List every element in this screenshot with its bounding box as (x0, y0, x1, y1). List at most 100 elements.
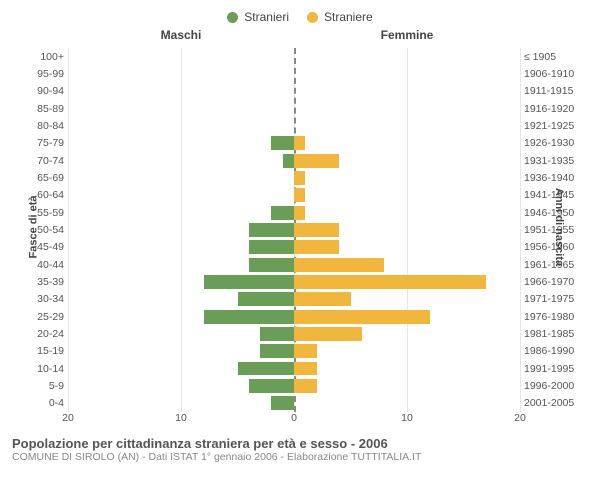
bar-row (68, 239, 520, 256)
bar-row (68, 65, 520, 82)
bar-female (294, 327, 362, 341)
y-tick-birth: 2001-2005 (524, 397, 582, 409)
x-tick: 10 (401, 412, 413, 424)
y-tick-age: 75-79 (18, 137, 64, 149)
x-tick: 20 (514, 412, 526, 424)
bar-male (249, 223, 294, 237)
bars-container (68, 48, 520, 412)
y-tick-birth: 1976-1980 (524, 311, 582, 323)
y-tick-age: 60-64 (18, 189, 64, 201)
caption-sub: COMUNE DI SIROLO (AN) - Dati ISTAT 1° ge… (12, 451, 588, 463)
y-tick-age: 25-29 (18, 311, 64, 323)
y-tick-birth: 1986-1990 (524, 345, 582, 357)
bar-male (238, 292, 295, 306)
bar-male (260, 344, 294, 358)
bar-female (294, 223, 339, 237)
bar-row (68, 273, 520, 290)
y-tick-birth: 1906-1910 (524, 68, 582, 80)
bar-female (294, 136, 305, 150)
bar-row (68, 48, 520, 65)
legend: Stranieri Straniere (0, 0, 600, 28)
bar-male (260, 327, 294, 341)
y-tick-birth: 1981-1985 (524, 328, 582, 340)
x-tick: 10 (175, 412, 187, 424)
y-tick-birth: 1991-1995 (524, 363, 582, 375)
x-tick: 0 (291, 412, 297, 424)
bar-female (294, 292, 351, 306)
bar-row (68, 117, 520, 134)
bar-row (68, 83, 520, 100)
y-tick-birth: ≤ 1905 (524, 51, 582, 63)
bar-male (249, 240, 294, 254)
bar-row (68, 152, 520, 169)
y-tick-age: 90-94 (18, 85, 64, 97)
bar-row (68, 325, 520, 342)
bar-row (68, 308, 520, 325)
y-tick-birth: 1931-1935 (524, 155, 582, 167)
y-tick-age: 45-49 (18, 241, 64, 253)
bar-male (249, 379, 294, 393)
y-tick-age: 95-99 (18, 68, 64, 80)
chart: Fasce di età 100+95-9990-9485-8980-8475-… (0, 42, 600, 412)
bar-female (294, 344, 317, 358)
y-tick-birth: 1996-2000 (524, 380, 582, 392)
bar-row (68, 204, 520, 221)
swatch-female (307, 12, 318, 23)
column-headers: Maschi Femmine (68, 28, 520, 42)
legend-label-female: Straniere (324, 10, 373, 24)
bar-female (294, 258, 384, 272)
bar-female (294, 275, 486, 289)
bar-row (68, 395, 520, 412)
y-axis-label-right: Anni di nascita (553, 188, 565, 266)
bar-row (68, 135, 520, 152)
bar-female (294, 206, 305, 220)
y-tick-age: 85-89 (18, 103, 64, 115)
bar-female (294, 188, 305, 202)
bar-row (68, 291, 520, 308)
bar-male (283, 154, 294, 168)
header-male: Maschi (68, 28, 294, 42)
caption: Popolazione per cittadinanza straniera p… (0, 430, 600, 463)
bar-row (68, 187, 520, 204)
y-tick-age: 100+ (18, 51, 64, 63)
bar-female (294, 379, 317, 393)
y-ticks-birth: ≤ 19051906-19101911-19151916-19201921-19… (520, 48, 582, 412)
bar-row (68, 360, 520, 377)
y-tick-age: 10-14 (18, 363, 64, 375)
y-tick-age: 55-59 (18, 207, 64, 219)
y-tick-age: 35-39 (18, 276, 64, 288)
x-axis: 201001020 (68, 412, 520, 430)
header-female: Femmine (294, 28, 520, 42)
bar-male (238, 362, 295, 376)
y-tick-age: 70-74 (18, 155, 64, 167)
y-tick-birth: 1936-1940 (524, 172, 582, 184)
bar-male (271, 136, 294, 150)
y-tick-birth: 1916-1920 (524, 103, 582, 115)
gridline (520, 48, 521, 412)
bar-female (294, 240, 339, 254)
bar-row (68, 256, 520, 273)
x-tick: 20 (62, 412, 74, 424)
legend-item-female: Straniere (307, 10, 373, 24)
y-axis-label-left: Fasce di età (27, 196, 39, 259)
y-ticks-age: 100+95-9990-9485-8980-8475-7970-7465-696… (18, 48, 68, 412)
y-tick-birth: 1971-1975 (524, 293, 582, 305)
plot-area (68, 48, 520, 412)
bar-male (271, 206, 294, 220)
y-tick-age: 20-24 (18, 328, 64, 340)
y-tick-age: 65-69 (18, 172, 64, 184)
bar-female (294, 154, 339, 168)
bar-row (68, 100, 520, 117)
bar-female (294, 171, 305, 185)
y-tick-age: 30-34 (18, 293, 64, 305)
bar-male (271, 396, 294, 410)
bar-row (68, 377, 520, 394)
swatch-male (227, 12, 238, 23)
bar-row (68, 221, 520, 238)
y-tick-age: 5-9 (18, 380, 64, 392)
y-tick-birth: 1926-1930 (524, 137, 582, 149)
bar-row (68, 169, 520, 186)
bar-male (204, 275, 294, 289)
y-tick-birth: 1911-1915 (524, 85, 582, 97)
bar-row (68, 343, 520, 360)
